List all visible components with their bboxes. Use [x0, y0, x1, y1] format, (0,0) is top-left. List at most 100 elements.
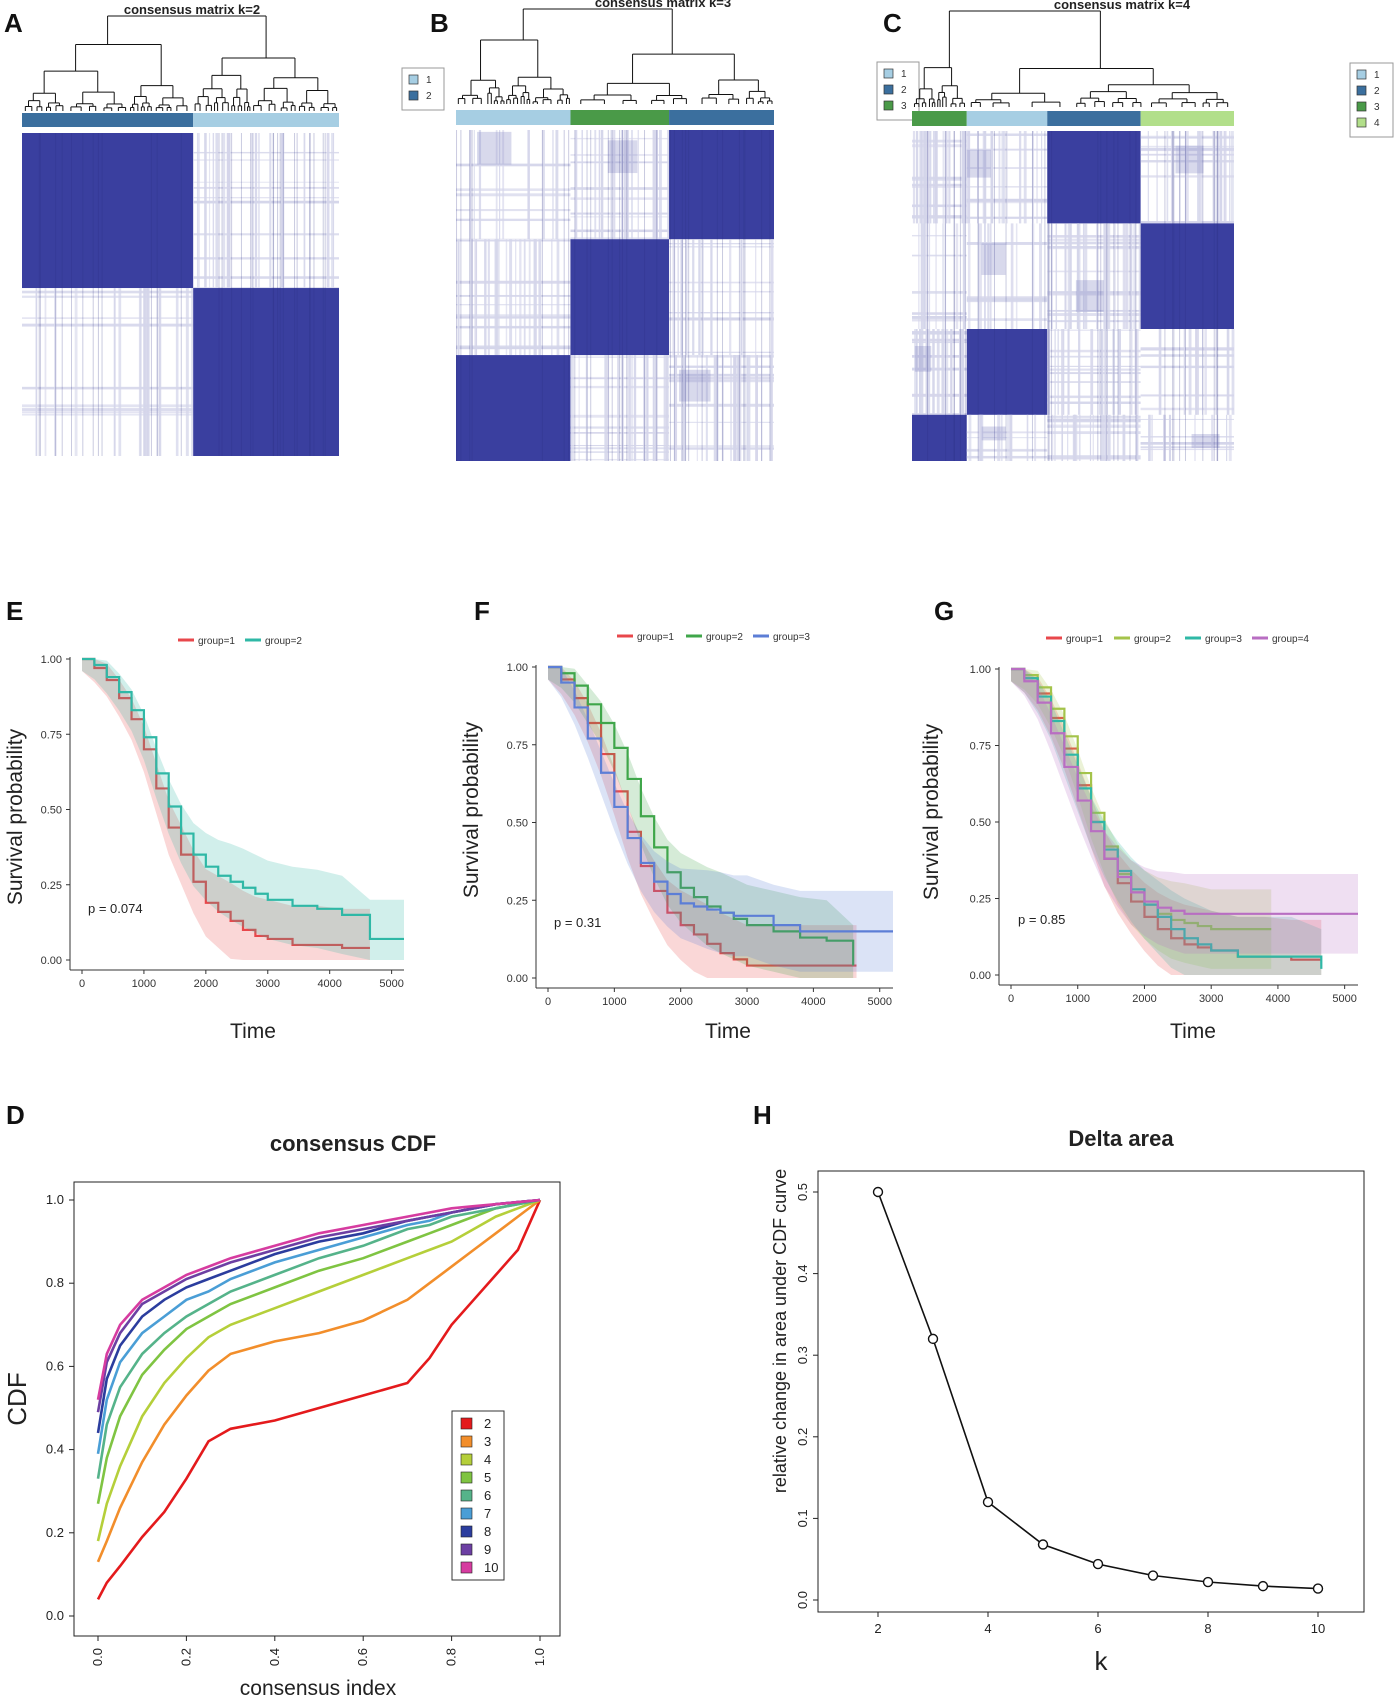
consensus-noise — [912, 144, 967, 148]
consensus-noise — [1015, 223, 1018, 329]
consensus-patch — [981, 426, 1006, 441]
consensus-noise — [918, 223, 920, 329]
x-tick-label: 4000 — [1266, 993, 1290, 1005]
consensus-noise — [570, 237, 670, 240]
cdf-curve — [96, 1198, 541, 1563]
y-axis-title: Survival probability — [4, 728, 27, 905]
consensus-noise — [571, 355, 573, 461]
consensus-noise — [22, 386, 194, 390]
matrix-texture — [722, 130, 724, 461]
consensus-noise — [977, 131, 979, 224]
consensus-noise — [669, 445, 774, 447]
matrix-texture — [1202, 131, 1204, 461]
consensus-noise — [912, 367, 967, 371]
consensus-noise — [920, 329, 924, 415]
confidence-band — [82, 659, 370, 960]
legend-swatch — [460, 1543, 473, 1556]
matrix-texture — [977, 131, 979, 461]
x-tick-label: 3000 — [735, 996, 759, 1008]
consensus-noise — [912, 139, 967, 143]
legend-swatch — [883, 100, 894, 111]
consensus-noise — [912, 291, 967, 294]
panel-letter-f: F — [474, 596, 490, 626]
consensus-noise — [1140, 175, 1234, 178]
consensus-noise — [1084, 223, 1088, 329]
consensus-noise — [1216, 414, 1218, 461]
matrix-texture — [92, 133, 94, 456]
consensus-noise — [499, 130, 501, 240]
consensus-noise — [1140, 145, 1234, 147]
legend-label: group=3 — [1205, 634, 1242, 645]
consensus-noise — [478, 130, 482, 240]
cdf-curve — [96, 1198, 541, 1479]
consensus-noise — [1047, 368, 1141, 371]
consensus-noise — [1134, 329, 1138, 415]
x-tick-label: 5000 — [867, 996, 891, 1008]
x-tick-label: 0 — [545, 996, 551, 1008]
consensus-noise — [1061, 414, 1064, 461]
consensus-noise — [912, 204, 967, 208]
matrix-texture — [1216, 131, 1218, 461]
delta-point — [927, 1333, 939, 1345]
consensus-noise — [705, 355, 708, 461]
consensus-noise — [469, 130, 472, 240]
matrix-texture — [1106, 131, 1108, 461]
confidence-band — [548, 667, 893, 972]
confidence-band — [82, 659, 404, 960]
legend-label: 3 — [1374, 102, 1380, 113]
consensus-noise — [258, 133, 260, 289]
consensus-noise — [331, 133, 334, 289]
matrix-texture — [1031, 131, 1033, 461]
consensus-noise — [251, 133, 253, 289]
matrix-texture — [1047, 131, 1049, 461]
matrix-texture — [1184, 131, 1186, 461]
consensus-noise — [1101, 414, 1105, 461]
cluster-bar-segment — [966, 111, 1048, 126]
consensus-noise — [585, 355, 588, 461]
consensus-noise — [669, 290, 774, 293]
panel-letter-a: A — [4, 8, 23, 38]
consensus-noise — [755, 239, 757, 356]
consensus-noise — [966, 133, 1048, 136]
y-tick-label: 0.25 — [507, 895, 528, 907]
consensus-noise — [912, 330, 967, 334]
consensus-noise — [729, 239, 732, 356]
consensus-noise — [198, 133, 200, 289]
points-delta — [872, 1186, 1324, 1594]
consensus-noise — [966, 300, 1048, 303]
consensus-noise — [533, 239, 537, 356]
consensus-noise — [1106, 329, 1108, 415]
consensus-noise — [669, 374, 774, 376]
matrix-texture — [71, 133, 73, 456]
legend-label: 9 — [484, 1542, 491, 1557]
legend-label: 3 — [484, 1434, 491, 1449]
consensus-noise — [509, 239, 513, 356]
legend-swatch — [883, 68, 894, 79]
consensus-noise — [570, 216, 670, 218]
consensus-noise — [1104, 223, 1107, 329]
consensus-noise — [1140, 160, 1234, 163]
consensus-noise — [665, 355, 669, 461]
consensus-noise — [627, 355, 630, 461]
consensus-noise — [22, 317, 194, 319]
consensus-noise — [333, 133, 335, 289]
matrix-texture — [688, 130, 690, 461]
consensus-noise — [185, 288, 189, 456]
consensus-noise — [456, 294, 571, 297]
matrix-texture — [953, 131, 955, 461]
consensus-noise — [1047, 401, 1141, 404]
consensus-noise — [269, 133, 272, 289]
dendrogram-a — [24, 15, 338, 111]
consensus-noise — [1126, 223, 1129, 329]
matrix-texture — [994, 131, 996, 461]
consensus-noise — [457, 239, 460, 356]
matrix-texture — [296, 133, 298, 456]
legend-label: 10 — [484, 1560, 498, 1575]
consensus-noise — [1082, 223, 1085, 329]
legend-swatch — [1356, 117, 1367, 128]
consensus-patch — [914, 345, 932, 372]
consensus-noise — [1041, 131, 1043, 224]
matrix-texture — [277, 133, 279, 456]
plot-title-cdf: consensus CDF — [270, 1131, 436, 1156]
plot-title-delta: Delta area — [1068, 1126, 1174, 1151]
